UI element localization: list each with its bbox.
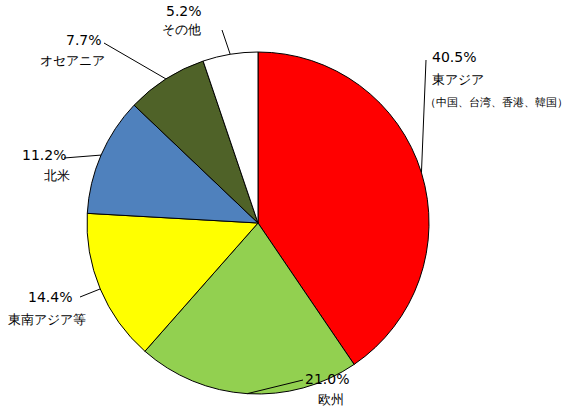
labels: 40.5% 東アジア （中国、台湾、香港、韓国） 21.0% 欧州 14.4% 東南アジア等…: [8, 3, 568, 407]
category-line: 東アジア: [432, 72, 484, 87]
category-label: その他: [162, 22, 201, 37]
category-label: 欧州: [318, 392, 344, 407]
value-label: 21.0%: [305, 371, 349, 387]
slices: [87, 52, 429, 394]
leader-line: [80, 289, 100, 297]
category-label: オセアニア: [40, 53, 105, 68]
leader-line: [247, 380, 303, 394]
value-label: 7.7%: [66, 32, 102, 48]
leader-line: [222, 30, 230, 54]
category-line: 欧州: [318, 392, 344, 407]
value-label: 5.2%: [166, 3, 202, 19]
category-label: 北米: [44, 168, 70, 183]
category-line: オセアニア: [40, 53, 105, 68]
leader-line: [104, 43, 166, 79]
category-line: その他: [162, 22, 201, 37]
category-label: 東南アジア等: [8, 312, 86, 327]
pie-slice: [203, 52, 258, 223]
value-label: 14.4%: [28, 289, 72, 305]
chart-container: 40.5% 東アジア （中国、台湾、香港、韓国） 21.0% 欧州 14.4% 東南アジア等…: [0, 0, 582, 420]
pie-chart: 40.5% 東アジア （中国、台湾、香港、韓国） 21.0% 欧州 14.4% 東南アジア等…: [0, 0, 582, 420]
category-line: 東南アジア等: [8, 312, 86, 327]
category-line: 北米: [44, 168, 70, 183]
category-line: （中国、台湾、香港、韓国）: [425, 96, 568, 109]
value-label: 11.2%: [22, 147, 66, 163]
leader-line: [64, 155, 101, 158]
leader-line: [421, 60, 426, 173]
category-label: 東アジア （中国、台湾、香港、韓国）: [425, 72, 568, 109]
pie-slice: [87, 213, 258, 351]
value-label: 40.5%: [432, 49, 476, 65]
